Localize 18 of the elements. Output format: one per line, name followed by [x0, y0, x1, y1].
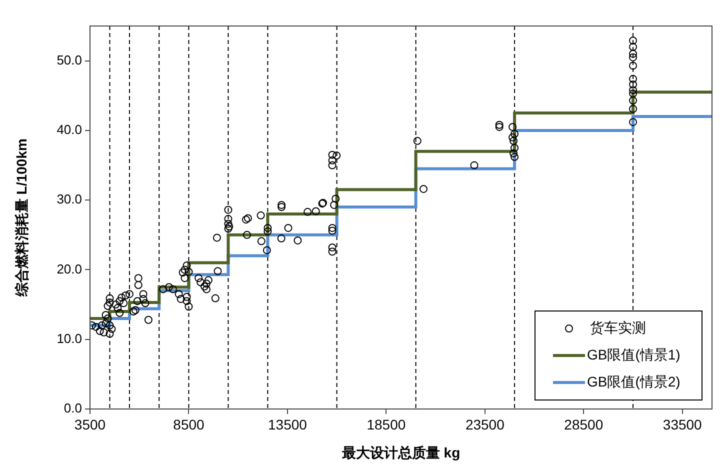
x-tick-label: 28500	[564, 416, 604, 432]
y-tick-label: 20.0	[56, 261, 82, 276]
y-tick-label: 0.0	[64, 400, 82, 416]
x-tick-label: 8500	[173, 416, 205, 432]
legend-label: GB限值(情景2)	[587, 373, 680, 390]
y-tick-label: 10.0	[56, 330, 82, 346]
y-tick-label: 30.0	[56, 192, 82, 207]
legend-label: 货车实测	[590, 319, 646, 336]
y-axis-title: 综合燃料消耗量 L/100km	[13, 138, 30, 298]
x-tick-label: 3500	[74, 416, 106, 432]
x-tick-label: 13500	[268, 416, 308, 432]
y-tick-label: 50.0	[56, 52, 82, 68]
y-tick-label: 40.0	[56, 122, 82, 138]
x-axis-title: 最大设计总质量 kg	[340, 444, 460, 460]
legend-label: GB限值(情景1)	[587, 346, 680, 362]
x-tick-label: 33500	[662, 416, 702, 432]
x-tick-label: 18500	[366, 416, 406, 432]
x-tick-label: 23500	[465, 416, 505, 432]
